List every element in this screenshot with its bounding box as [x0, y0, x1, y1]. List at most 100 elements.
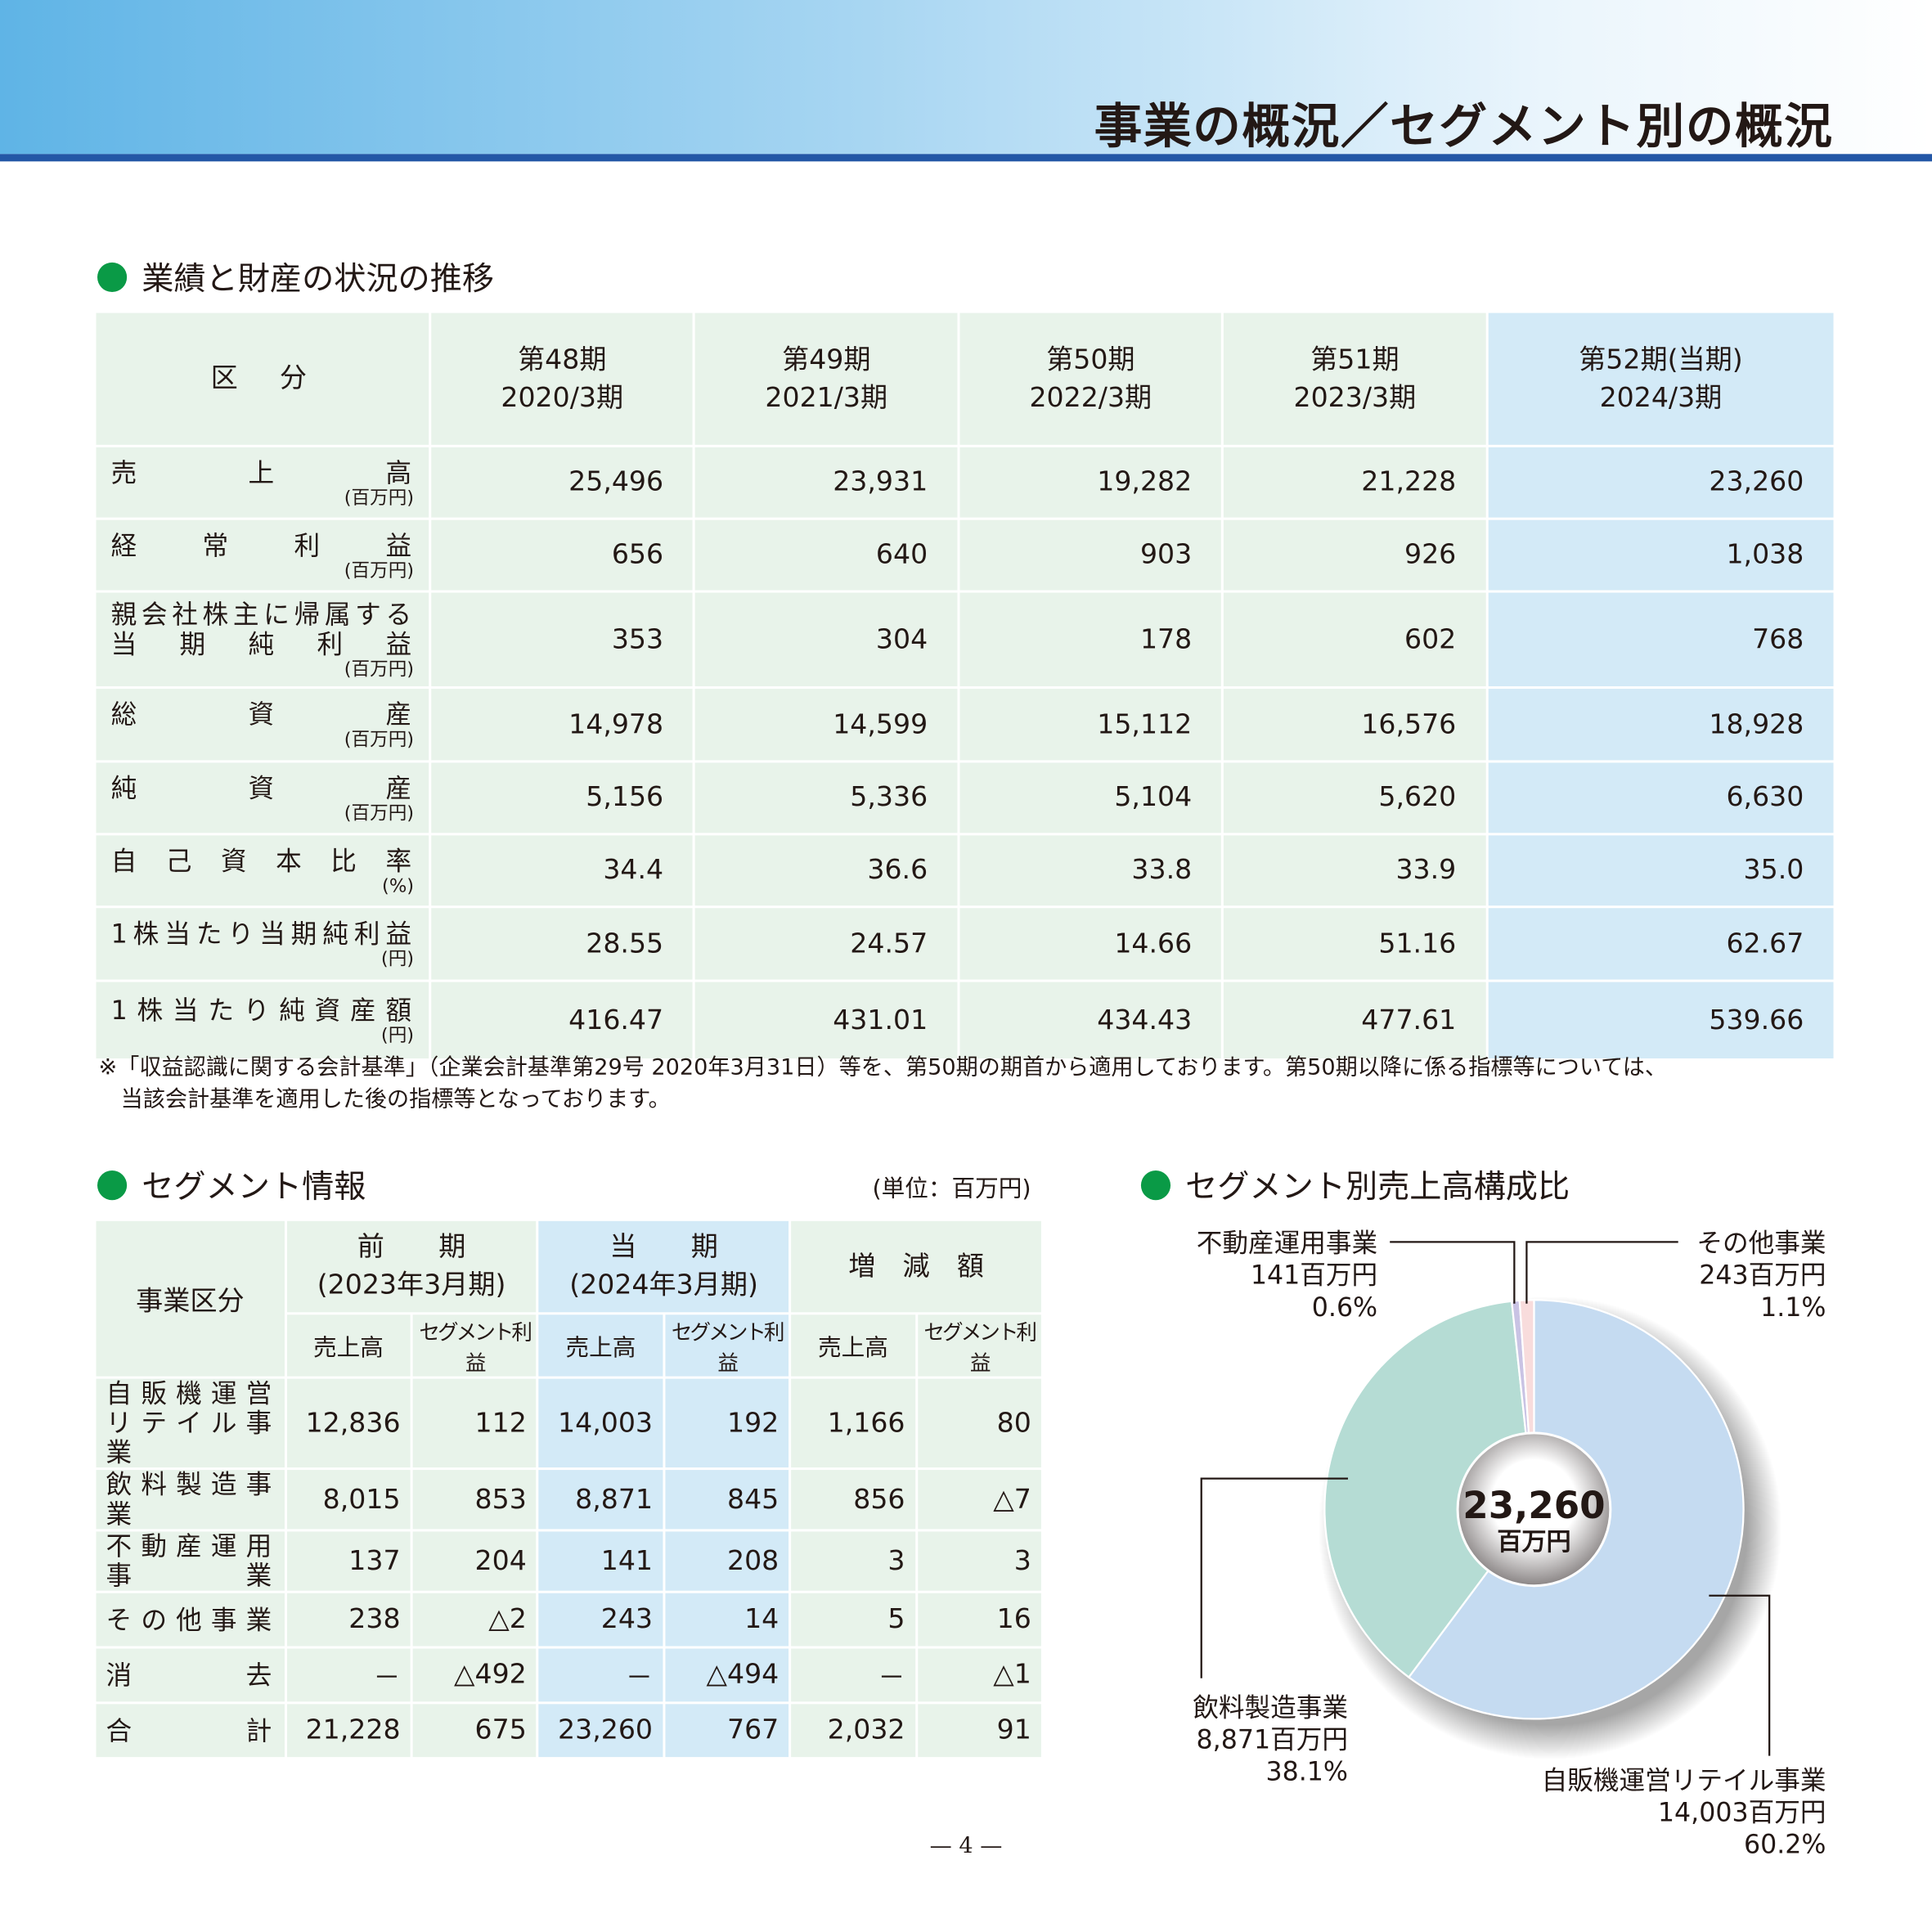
value-cell: 5 [791, 1593, 915, 1647]
value-cell: 21,228 [286, 1704, 411, 1758]
segment-heading: セグメント情報 [97, 1162, 366, 1208]
value-cell: 14 [665, 1593, 789, 1647]
row-label-text: リテイル事業 [106, 1408, 275, 1468]
value-cell: △494 [665, 1648, 789, 1702]
table-row: 合計 21,228 675 23,260 767 2,032 91 [96, 1704, 1041, 1758]
value-cell: 51.16 [1224, 908, 1486, 980]
value-cell: 6,630 [1488, 762, 1834, 833]
row-label-text: 売上高 [110, 457, 415, 487]
value-cell: 856 [791, 1470, 915, 1530]
value-cell: 23,931 [695, 447, 958, 518]
sub-sales: 売上高 [286, 1314, 411, 1377]
row-unit: (百万円) [344, 728, 415, 751]
row-unit: (円) [380, 947, 415, 970]
pie-heading-text: セグメント別売上高構成比 [1185, 1169, 1570, 1206]
sub-profit: セグメント利益 [665, 1314, 789, 1377]
value-cell: － [538, 1648, 663, 1702]
row-unit: (%) [382, 874, 415, 896]
segment-table: 事業区分 前 期 (2023年3月期) 当 期 (2024年3月期) 増 減 額 売… [93, 1219, 1043, 1759]
label-pct: 38.1% [1266, 1758, 1348, 1787]
page-number: — 4 — [929, 1833, 1003, 1860]
period-label: 第52期(当期) [1579, 344, 1743, 375]
row-label-text: 自販機運営 [106, 1378, 275, 1409]
bullet-icon [97, 1170, 128, 1200]
row-unit: (百万円) [344, 486, 415, 509]
cur-date: (2024年3月期) [569, 1270, 758, 1301]
row-unit: (百万円) [344, 801, 415, 824]
row-label: 合計 [96, 1704, 285, 1758]
row-label-text: 消去 [106, 1660, 275, 1690]
prev-label: 前 期 [357, 1232, 466, 1264]
label-pct: 1.1% [1760, 1293, 1826, 1323]
label-name: 自販機運営リテイル事業 [1542, 1766, 1826, 1795]
corner-cell: 事業区分 [96, 1220, 285, 1377]
value-cell: 141 [538, 1531, 663, 1591]
value-cell: 192 [665, 1378, 789, 1468]
value-cell: 477.61 [1224, 982, 1486, 1058]
value-cell: 431.01 [695, 982, 958, 1058]
value-cell: 656 [431, 519, 694, 591]
table-row: 自己資本比率 (%) 34.4 36.6 33.8 33.9 35.0 [96, 835, 1834, 906]
table-header-row: 区 分 第48期 2020/3期 第49期 2021/3期 第50期 2022/3期 … [96, 312, 1834, 445]
value-cell: 768 [1488, 592, 1834, 687]
value-cell: 34.4 [431, 835, 694, 906]
table-row: 不動産運用事業 137 204 141 208 3 3 [96, 1531, 1041, 1591]
row-label: 純資産 (百万円) [96, 762, 429, 833]
period-header: 第49期 2021/3期 [695, 312, 958, 445]
table-row: 純資産 (百万円) 5,156 5,336 5,104 5,620 6,630 [96, 762, 1834, 833]
value-cell: 5,620 [1224, 762, 1486, 833]
diff-header: 増 減 額 [791, 1220, 1041, 1313]
label-name: 不動産運用事業 [1197, 1229, 1377, 1258]
row-unit: (百万円) [344, 658, 415, 681]
performance-table: 区 分 第48期 2020/3期 第49期 2021/3期 第50期 2022/3期 … [93, 311, 1835, 1061]
value-cell: 23,260 [538, 1704, 663, 1758]
table-row: 売上高 (百万円) 25,496 23,931 19,282 21,228 23,260 [96, 447, 1834, 518]
leader-lines [1200, 1241, 1771, 1756]
sub-profit: セグメント利益 [917, 1314, 1041, 1377]
value-cell: 243 [538, 1593, 663, 1647]
row-label-text: 経常利益 [110, 530, 415, 560]
value-cell: 238 [286, 1593, 411, 1647]
value-cell: 434.43 [959, 982, 1222, 1058]
period-date: 2020/3期 [501, 382, 624, 414]
row-label-text: その他事業 [106, 1605, 275, 1635]
unit-label: (単位：百万円) [872, 1175, 1031, 1203]
leader-line [1390, 1241, 1516, 1304]
value-cell: 25,496 [431, 447, 694, 518]
value-cell: 178 [959, 592, 1222, 687]
cur-label: 当 期 [609, 1232, 718, 1264]
label-amount: 8,871百万円 [1197, 1726, 1348, 1755]
value-cell: 80 [917, 1378, 1041, 1468]
header-rule [0, 154, 1932, 162]
period-label: 第51期 [1310, 344, 1400, 375]
center-unit: 百万円 [1497, 1528, 1570, 1557]
label-name: その他事業 [1696, 1229, 1826, 1258]
period-label: 第48期 [518, 344, 607, 375]
value-cell: 36.6 [695, 835, 958, 906]
value-cell: 845 [665, 1470, 789, 1530]
value-cell: 926 [1224, 519, 1486, 591]
value-cell: 14,003 [538, 1378, 663, 1468]
value-cell: 416.47 [431, 982, 694, 1058]
value-cell: 24.57 [695, 908, 958, 980]
value-cell: 62.67 [1488, 908, 1834, 980]
value-cell: 8,015 [286, 1470, 411, 1530]
value-cell: 3 [917, 1531, 1041, 1591]
sub-sales: 売上高 [791, 1314, 915, 1377]
period-date: 2024/3期 [1599, 382, 1723, 414]
table-row: 1株当たり純資産額 (円) 416.47 431.01 434.43 477.61 539.… [96, 982, 1834, 1058]
value-cell: 14.66 [959, 908, 1222, 980]
table-row: 消去－ △492 － △494 － △1 [96, 1648, 1041, 1702]
table-row: その他事業 238 △2 243 14 5 16 [96, 1593, 1041, 1647]
pie-center [1456, 1431, 1612, 1588]
row-label: その他事業 [96, 1593, 285, 1647]
value-cell: 16 [917, 1593, 1041, 1647]
label-pct: 60.2% [1744, 1831, 1826, 1860]
row-label: 消去 [96, 1648, 285, 1702]
performance-heading: 業績と財産の状況の推移 [97, 254, 494, 299]
page-title: 事業の概況／セグメント別の概況 [1094, 100, 1834, 155]
row-unit: (円) [380, 1023, 415, 1046]
cur-header: 当 期 (2024年3月期) [538, 1220, 789, 1313]
pie-heading: セグメント別売上高構成比 [1140, 1162, 1570, 1208]
table-subheader-row: 売上高 セグメント利益 売上高 セグメント利益 売上高 セグメント利益 [96, 1314, 1041, 1377]
